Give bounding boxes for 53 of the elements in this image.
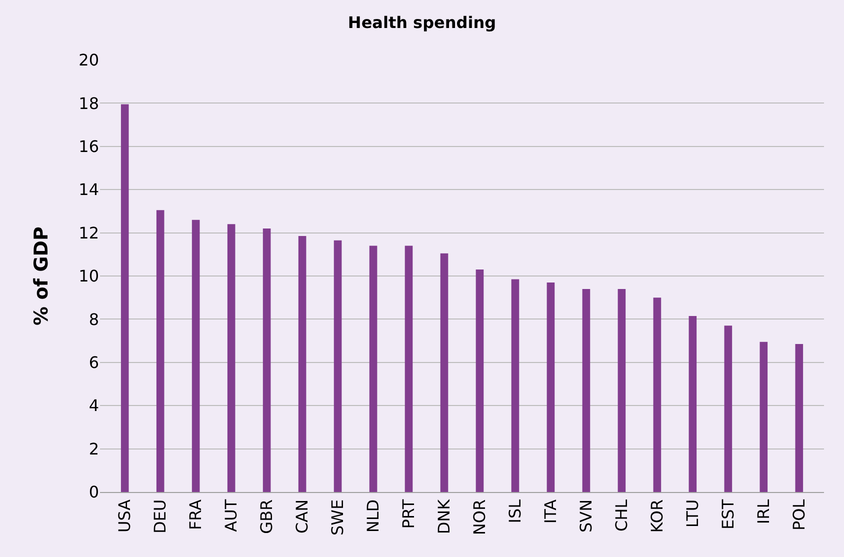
y-tick-label: 18 <box>78 94 99 113</box>
bar <box>404 246 413 492</box>
x-tick-label: POL <box>789 499 808 531</box>
x-tick-label: ISL <box>505 499 524 524</box>
y-tick-label: 4 <box>88 396 99 416</box>
x-tick-label: IRL <box>754 499 773 524</box>
bar <box>440 253 448 492</box>
y-tick-label: 16 <box>78 137 99 156</box>
x-tick-label: DNK <box>434 498 454 534</box>
y-tick-label: 2 <box>88 439 99 458</box>
x-tick-label: GBR <box>257 499 276 534</box>
x-tick-label: KOR <box>647 499 666 533</box>
x-tick-label: AUT <box>222 499 241 532</box>
bar <box>192 220 200 492</box>
bar <box>156 210 164 492</box>
x-tick-label: FRA <box>186 499 206 530</box>
x-tick-label: DEU <box>150 499 170 534</box>
y-tick-label: 12 <box>78 223 99 242</box>
x-tick-label: NOR <box>470 499 489 536</box>
x-tick-label: PRT <box>398 499 418 529</box>
bar <box>760 342 768 492</box>
chart-title: Health spending <box>348 12 496 32</box>
y-tick-label: 0 <box>88 482 99 502</box>
x-tick-label: CAN <box>292 499 312 534</box>
y-tick-label: 10 <box>78 266 99 286</box>
x-tick-label: CHL <box>612 499 631 532</box>
bar <box>298 236 306 492</box>
bar <box>262 228 271 492</box>
x-tick-label: SVN <box>576 499 596 532</box>
y-tick-label: 8 <box>88 310 99 329</box>
bar <box>724 326 732 492</box>
bar <box>334 240 342 492</box>
x-tick-label: SWE <box>328 499 347 536</box>
y-axis-title: % of GDP <box>30 226 52 326</box>
bar <box>618 288 626 492</box>
bar <box>120 104 129 492</box>
bar <box>546 282 555 492</box>
x-tick-label: ITA <box>540 499 560 524</box>
y-tick-label: 6 <box>88 353 99 372</box>
y-tick-label: 14 <box>78 180 99 200</box>
bar <box>476 270 484 492</box>
bar <box>227 224 236 492</box>
x-tick-label: LTU <box>682 499 702 528</box>
y-tick-label: 20 <box>78 50 99 70</box>
x-tick-label: USA <box>115 499 134 533</box>
x-tick-label: NLD <box>363 499 382 533</box>
bar <box>369 246 378 492</box>
bar <box>582 288 590 492</box>
bar <box>688 316 697 492</box>
bar <box>653 298 662 492</box>
bar <box>795 344 804 492</box>
bar <box>511 279 520 492</box>
x-tick-label: EST <box>718 499 738 530</box>
